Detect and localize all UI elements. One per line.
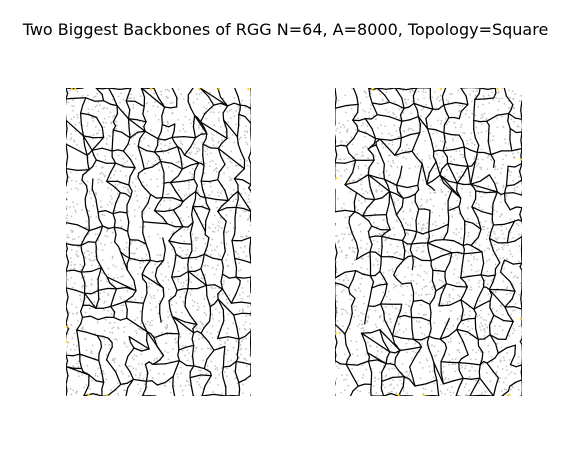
backbone-graph-left [66, 88, 251, 396]
backbone-edges [335, 88, 522, 396]
highlighted-nodes [335, 88, 522, 396]
backbone-panel-left [66, 88, 251, 396]
figure-title: Two Biggest Backbones of RGG N=64, A=800… [22, 20, 549, 39]
backbone-graph-right [335, 88, 522, 396]
highlighted-nodes [66, 88, 250, 396]
backbone-edges [66, 88, 251, 396]
backbone-panel-right [335, 88, 522, 396]
